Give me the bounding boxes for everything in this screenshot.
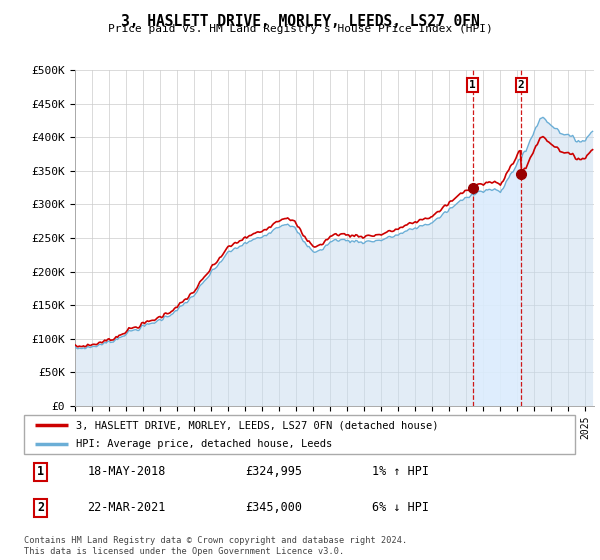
Text: 6% ↓ HPI: 6% ↓ HPI [372,501,429,514]
Text: 2: 2 [518,80,524,90]
Text: HPI: Average price, detached house, Leeds: HPI: Average price, detached house, Leed… [76,439,332,449]
Text: £345,000: £345,000 [245,501,302,514]
Text: 3, HASLETT DRIVE, MORLEY, LEEDS, LS27 0FN (detached house): 3, HASLETT DRIVE, MORLEY, LEEDS, LS27 0F… [76,421,439,430]
Text: Price paid vs. HM Land Registry's House Price Index (HPI): Price paid vs. HM Land Registry's House … [107,24,493,34]
Text: £324,995: £324,995 [245,465,302,478]
FancyBboxPatch shape [24,415,575,454]
Text: 18-MAY-2018: 18-MAY-2018 [88,465,166,478]
Text: 1: 1 [469,80,476,90]
Text: 3, HASLETT DRIVE, MORLEY, LEEDS, LS27 0FN: 3, HASLETT DRIVE, MORLEY, LEEDS, LS27 0F… [121,14,479,29]
Text: 1% ↑ HPI: 1% ↑ HPI [372,465,429,478]
Text: 1: 1 [37,465,44,478]
Text: Contains HM Land Registry data © Crown copyright and database right 2024.
This d: Contains HM Land Registry data © Crown c… [24,536,407,556]
Text: 22-MAR-2021: 22-MAR-2021 [88,501,166,514]
Text: 2: 2 [37,501,44,514]
